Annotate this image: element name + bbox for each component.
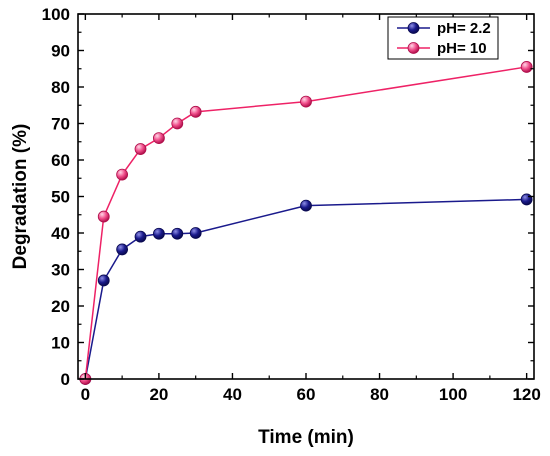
y-axis-title: Degradation (%) (10, 124, 31, 270)
data-point (300, 95, 312, 108)
data-point (116, 243, 129, 256)
y-tick-label: 10 (51, 334, 70, 353)
data-point (97, 274, 110, 287)
legend-entry-ph-10: pH= 10 (397, 40, 487, 57)
data-point (97, 210, 110, 223)
y-tick-label: 50 (51, 188, 70, 207)
x-axis-title: Time (min) (258, 427, 354, 448)
data-point (520, 193, 533, 206)
y-tick-label: 30 (51, 261, 70, 280)
y-tick-label: 20 (51, 297, 70, 316)
y-tick-label: 90 (51, 42, 70, 61)
legend-box (387, 16, 499, 60)
y-tick-label: 0 (61, 370, 70, 389)
series-line (84, 198, 527, 380)
y-tick-label: 100 (42, 5, 70, 24)
data-point (189, 105, 202, 118)
series-1 (79, 61, 533, 385)
y-tick-label: 80 (51, 78, 70, 97)
data-point (300, 199, 312, 212)
x-tick-label: 80 (370, 385, 389, 404)
data-point (189, 227, 202, 239)
x-tick-label: 20 (149, 385, 168, 404)
legend-label-ph-10: pH= 10 (437, 40, 487, 57)
x-tick-label: 40 (223, 385, 242, 404)
series-0 (79, 193, 533, 385)
legend-marker-ph-10 (407, 42, 420, 54)
series-line (84, 66, 527, 380)
legend: pH= 2.2 pH= 10 (387, 16, 499, 60)
data-point (134, 143, 147, 155)
legend-marker-ph-2-2 (407, 22, 420, 34)
x-tick-label: 100 (439, 385, 467, 404)
legend-entry-ph-2-2: pH= 2.2 (397, 20, 491, 37)
data-point (116, 168, 129, 181)
data-point (171, 117, 184, 130)
x-tick-label: 0 (81, 385, 90, 404)
x-tick-label: 60 (297, 385, 316, 404)
data-point (134, 230, 147, 243)
legend-label-ph-2-2: pH= 2.2 (437, 20, 491, 37)
data-point (171, 227, 184, 240)
data-point (153, 227, 165, 240)
y-tick-label: 40 (51, 224, 70, 243)
plot-frame (77, 13, 535, 380)
y-tick-label: 70 (51, 115, 70, 134)
axes-layer: 0 10 20 30 40 50 60 70 80 90 100 0 20 40 60 80 100 120 (42, 5, 541, 404)
series-layer (79, 61, 533, 385)
x-tick-label: 120 (512, 385, 540, 404)
y-tick-label: 60 (51, 151, 70, 170)
data-point (153, 132, 165, 145)
data-point (520, 61, 533, 73)
